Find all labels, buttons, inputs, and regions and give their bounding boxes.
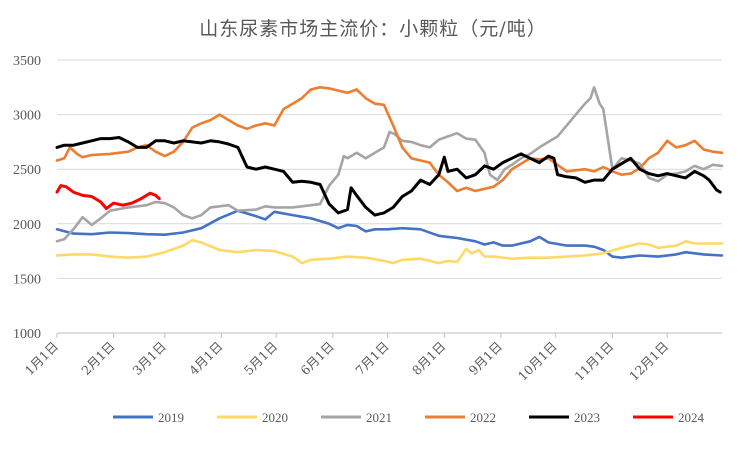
chart-title: 山东尿素市场主流价：小颗粒（元/吨）: [199, 18, 547, 40]
y-tick-label: 3000: [13, 109, 41, 124]
legend-item-2023: 2023: [529, 410, 600, 425]
legend-label: 2023: [574, 410, 600, 425]
y-tick-label: 1000: [13, 327, 41, 342]
x-tick-label: 2月1日: [78, 339, 118, 379]
x-tick-label: 4月1日: [186, 339, 226, 379]
x-tick-label: 6月1日: [297, 339, 337, 379]
legend-item-2022: 2022: [425, 410, 496, 425]
y-axis: 1000 1500 2000 2500 3000 3500: [13, 54, 41, 342]
series-lines: [55, 86, 724, 265]
x-tick-label: 10月1日: [515, 339, 560, 384]
legend-label: 2019: [158, 410, 184, 425]
legend-item-2020: 2020: [217, 410, 288, 425]
legend-item-2019: 2019: [113, 410, 184, 425]
y-tick-label: 2500: [13, 163, 41, 178]
legend-label: 2021: [366, 410, 392, 425]
y-tick-label: 1500: [13, 272, 41, 287]
x-tick-label: 3月1日: [129, 339, 169, 379]
series-line-2021: [55, 86, 724, 243]
legend: 2019 2020 2021 2022 2023 2024: [113, 410, 705, 425]
series-line-2020: [55, 238, 724, 265]
x-tick-label: 12月1日: [626, 339, 671, 384]
x-tick-label: 9月1日: [466, 339, 506, 379]
y-tick-label: 2000: [13, 218, 41, 233]
x-tick-label: 11月1日: [571, 339, 616, 384]
series-line-2023: [55, 136, 722, 217]
x-tick-label: 1月1日: [22, 339, 62, 379]
legend-label: 2024: [678, 410, 705, 425]
series-line-2022: [55, 86, 724, 193]
legend-label: 2022: [470, 410, 496, 425]
y-tick-label: 3500: [13, 54, 41, 69]
x-tick-label: 5月1日: [241, 339, 281, 379]
gridlines: [57, 59, 722, 279]
series-line-2024: [55, 184, 161, 210]
series-line-2019: [55, 209, 724, 259]
x-axis: 1月1日 2月1日 3月1日 4月1日 5月1日 6月1日 7月1日 8月1日 9月1日 10月1…: [22, 332, 722, 384]
legend-item-2024: 2024: [633, 410, 705, 425]
x-tick-label: 7月1日: [352, 339, 392, 379]
legend-label: 2020: [262, 410, 288, 425]
x-tick-label: 8月1日: [409, 339, 449, 379]
legend-item-2021: 2021: [321, 410, 392, 425]
